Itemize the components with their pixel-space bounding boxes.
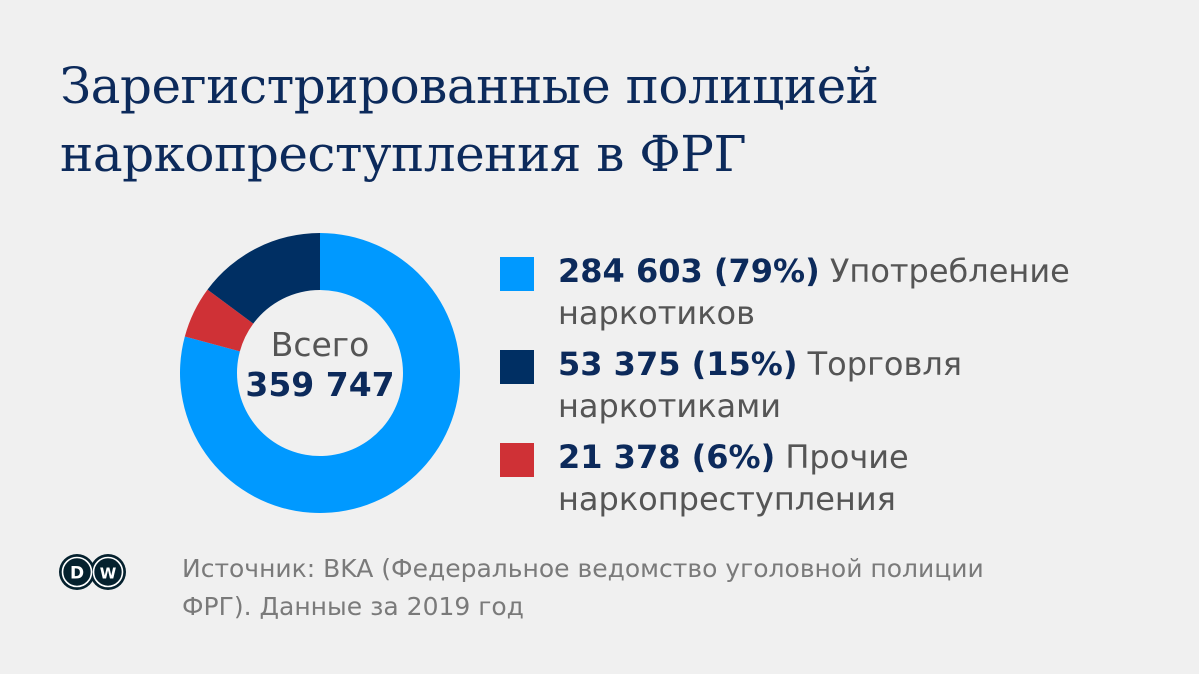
source-line-2: ФРГ). Данные за 2019 год (182, 592, 524, 621)
dw-logo: D W (59, 554, 126, 590)
legend-label: Прочие (785, 438, 909, 476)
legend-swatch (500, 257, 534, 291)
legend: 284 603 (79%) Употребление наркотиков 53… (500, 250, 1178, 529)
title-line-2: наркопреступления в ФРГ (60, 125, 747, 183)
legend-swatch (500, 443, 534, 477)
legend-label: наркотиками (558, 387, 782, 425)
legend-label: Употребление (829, 252, 1070, 290)
legend-label: наркотиков (558, 294, 755, 332)
donut-center: Всего 359 747 (230, 325, 410, 405)
svg-text:D: D (70, 564, 84, 584)
legend-swatch (500, 350, 534, 384)
legend-value: 284 603 (79%) (558, 252, 820, 290)
legend-value: 53 375 (15%) (558, 345, 798, 383)
legend-item-trafficking: 53 375 (15%) Торговля наркотиками (500, 343, 1178, 427)
title-line-1: Зарегистрированные полицией (60, 57, 879, 115)
chart-title: Зарегистрированные полицией наркопреступ… (60, 52, 879, 188)
svg-text:W: W (100, 565, 117, 583)
source-note: Источник: BKA (Федеральное ведомство уго… (182, 550, 1082, 626)
legend-item-consumption: 284 603 (79%) Употребление наркотиков (500, 250, 1178, 334)
donut-chart (180, 233, 460, 513)
donut-slice (207, 233, 320, 324)
donut-slice (180, 233, 460, 513)
total-label: Всего (270, 325, 370, 364)
legend-label: Торговля (807, 345, 963, 383)
legend-value: 21 378 (6%) (558, 438, 776, 476)
total-value: 359 747 (245, 365, 395, 404)
legend-item-other: 21 378 (6%) Прочие наркопреступления (500, 436, 1178, 520)
donut-slice (184, 289, 254, 352)
legend-label: наркопреступления (558, 480, 896, 518)
source-line-1: Источник: BKA (Федеральное ведомство уго… (182, 554, 984, 583)
